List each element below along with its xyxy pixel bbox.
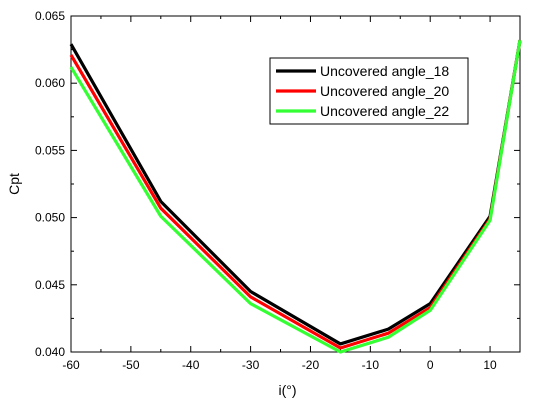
legend-label-2: Uncovered angle_20 xyxy=(320,83,449,99)
x-tick-label: -10 xyxy=(362,358,380,372)
x-tick-label: -50 xyxy=(122,358,140,372)
y-tick-label: 0.040 xyxy=(35,345,65,359)
x-tick-label: 0 xyxy=(427,358,434,372)
legend-label-1: Uncovered angle_18 xyxy=(320,63,449,79)
legend: Uncovered angle_18 Uncovered angle_20 Unco… xyxy=(269,57,469,125)
y-tick-label: 0.045 xyxy=(35,278,65,292)
legend-label-3: Uncovered angle_22 xyxy=(320,103,449,119)
y-tick-label: 0.065 xyxy=(35,9,65,23)
y-tick-label: 0.060 xyxy=(35,76,65,90)
y-tick-label: 0.050 xyxy=(35,211,65,225)
x-axis-title: i(°) xyxy=(278,382,296,398)
series-lines xyxy=(69,39,522,354)
x-tick-label: -20 xyxy=(302,358,320,372)
x-tick-label: -40 xyxy=(182,358,200,372)
x-tick-label: -30 xyxy=(242,358,260,372)
series-line-1 xyxy=(69,39,522,346)
series-line-3 xyxy=(69,39,522,354)
x-tick-label: 10 xyxy=(483,358,497,372)
x-tick-label: -60 xyxy=(62,358,80,372)
axes: -60 -50 -40 -30 -20 -10 0 10 0.040 0.045 0.050 0.05… xyxy=(6,9,521,398)
y-axis-title: Cpt xyxy=(6,173,22,195)
y-tick-label: 0.055 xyxy=(35,143,65,157)
